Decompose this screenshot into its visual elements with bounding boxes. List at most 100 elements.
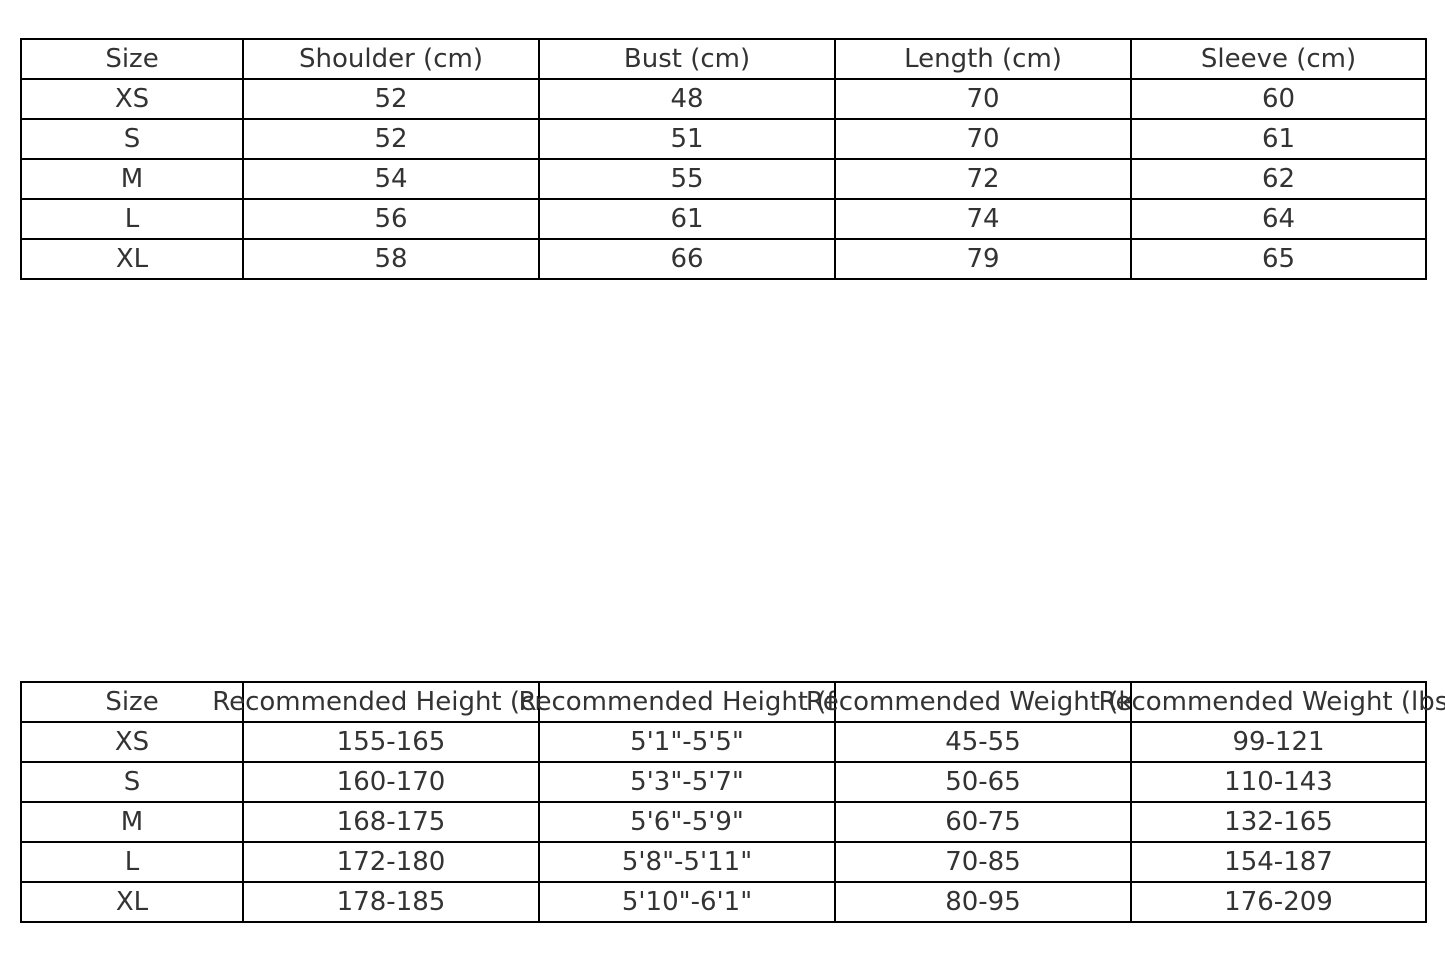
table-cell: 48	[538, 78, 836, 120]
table-cell: 65	[1130, 238, 1427, 280]
table-cell: 5'8"-5'11"	[538, 841, 836, 883]
header-cell: Recommended Weight (lbs)	[1099, 681, 1445, 723]
table-cell: XL	[20, 238, 244, 280]
cell-value: 51	[670, 124, 704, 154]
table-cell: 79	[834, 238, 1132, 280]
header-cell: Length (cm)	[834, 38, 1132, 80]
cell-value: 55	[670, 164, 704, 194]
cell-value: 45-55	[945, 727, 1021, 757]
table-cell: 132-165	[1130, 801, 1427, 843]
cell-value: S	[123, 767, 141, 797]
table-cell: 5'3"-5'7"	[538, 761, 836, 803]
cell-value: XL	[115, 887, 149, 917]
cell-value: 79	[966, 244, 1000, 274]
header-cell: Recommended Height (ft)	[519, 681, 855, 723]
cell-value: 61	[1261, 124, 1296, 154]
table-cell: 178-185	[242, 881, 540, 923]
column-header: Recommended Weight (lbs)	[1098, 687, 1445, 717]
column-header: Size	[105, 44, 159, 74]
table-cell: 5'1"-5'5"	[538, 721, 836, 763]
table-cell: M	[20, 801, 244, 843]
cell-value: 80-95	[945, 887, 1021, 917]
cell-value: 52	[374, 84, 408, 114]
cell-value: 70	[966, 124, 1000, 154]
cell-value: 74	[966, 204, 1000, 234]
table-cell: 55	[538, 158, 836, 200]
header-cell: Bust (cm)	[538, 38, 836, 80]
table-cell: 60-75	[834, 801, 1132, 843]
cell-value: 70-85	[945, 847, 1021, 877]
header-cell: Recommended Height (cm)	[212, 681, 570, 723]
table-cell: 60	[1130, 78, 1427, 120]
cell-value: 62	[1261, 164, 1296, 194]
cell-value: M	[120, 807, 144, 837]
cell-value: 5'8"-5'11"	[621, 847, 753, 877]
cell-value: 154-187	[1224, 847, 1333, 877]
table-cell: 61	[538, 198, 836, 240]
header-cell: Recommended Weight (kg)	[806, 681, 1160, 723]
table-cell: 52	[242, 118, 540, 160]
table-cell: 160-170	[242, 761, 540, 803]
header-cell: Sleeve (cm)	[1130, 38, 1427, 80]
table-cell: L	[20, 198, 244, 240]
table-cell: 176-209	[1130, 881, 1427, 923]
column-header: Recommended Height (cm)	[212, 687, 570, 717]
cell-value: 70	[966, 84, 1000, 114]
table-cell: 61	[1130, 118, 1427, 160]
cell-value: 64	[1261, 204, 1296, 234]
table-cell: XS	[20, 78, 244, 120]
table-cell: 70	[834, 118, 1132, 160]
table-cell: 52	[242, 78, 540, 120]
cell-value: 5'3"-5'7"	[630, 767, 744, 797]
table-cell: 62	[1130, 158, 1427, 200]
cell-value: 48	[670, 84, 704, 114]
cell-value: XL	[115, 244, 149, 274]
cell-value: 160-170	[336, 767, 446, 797]
table-cell: S	[20, 118, 244, 160]
cell-value: XS	[114, 84, 150, 114]
table-cell: 172-180	[242, 841, 540, 883]
column-header: Recommended Height (ft)	[518, 687, 856, 717]
table-cell: XL	[20, 881, 244, 923]
cell-value: 178-185	[336, 887, 446, 917]
table-cell: XS	[20, 721, 244, 763]
header-cell: Shoulder (cm)	[242, 38, 540, 80]
table-cell: 74	[834, 198, 1132, 240]
table-cell: 56	[242, 198, 540, 240]
table-cell: 5'10"-6'1"	[538, 881, 836, 923]
table-cell: M	[20, 158, 244, 200]
cell-value: 5'10"-6'1"	[621, 887, 753, 917]
cell-value: 155-165	[336, 727, 446, 757]
cell-value: L	[124, 847, 140, 877]
table-cell: 51	[538, 118, 836, 160]
cell-value: 5'6"-5'9"	[630, 807, 744, 837]
cell-value: 58	[374, 244, 408, 274]
table-cell: 99-121	[1130, 721, 1427, 763]
column-header: Sleeve (cm)	[1200, 44, 1357, 74]
cell-value: 60	[1261, 84, 1296, 114]
cell-value: 54	[374, 164, 408, 194]
table-cell: 110-143	[1130, 761, 1427, 803]
table-cell: 154-187	[1130, 841, 1427, 883]
column-header: Recommended Weight (kg)	[805, 687, 1161, 717]
table-cell: 58	[242, 238, 540, 280]
table-cell: L	[20, 841, 244, 883]
cell-value: S	[123, 124, 141, 154]
cell-value: 99-121	[1232, 727, 1325, 757]
cell-value: XS	[114, 727, 150, 757]
header-cell: Size	[20, 681, 244, 723]
cell-value: 172-180	[336, 847, 446, 877]
cell-value: 61	[670, 204, 704, 234]
column-header: Size	[105, 687, 159, 717]
table-cell: 168-175	[242, 801, 540, 843]
cell-value: 132-165	[1224, 807, 1333, 837]
cell-value: 65	[1261, 244, 1296, 274]
column-header: Bust (cm)	[623, 44, 751, 74]
cell-value: 5'1"-5'5"	[630, 727, 744, 757]
cell-value: 176-209	[1224, 887, 1333, 917]
table-cell: 70	[834, 78, 1132, 120]
table-cell: 54	[242, 158, 540, 200]
table-cell: 50-65	[834, 761, 1132, 803]
table-cell: 72	[834, 158, 1132, 200]
cell-value: M	[120, 164, 144, 194]
